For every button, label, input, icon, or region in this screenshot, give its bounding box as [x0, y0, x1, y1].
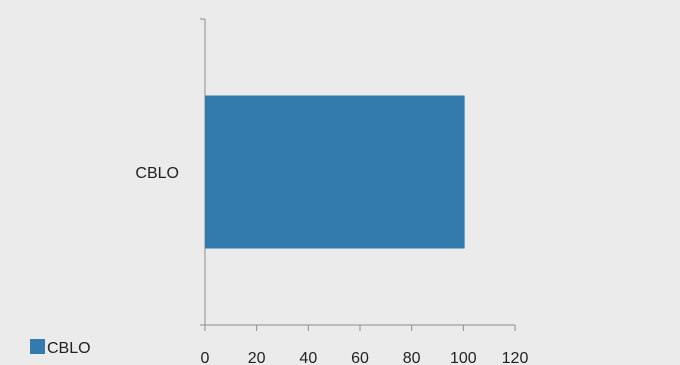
- x-tick-label: 60: [351, 350, 369, 365]
- bar: [205, 95, 465, 249]
- legend-label: CBLO: [47, 340, 91, 357]
- x-tick-label: 80: [403, 350, 421, 365]
- x-tick-label: 120: [502, 350, 529, 365]
- category-labels: CBLO: [135, 165, 179, 182]
- x-axis-ticks: 0 20 40 60 80 100 120: [201, 325, 529, 365]
- category-label: CBLO: [135, 165, 179, 182]
- x-tick-label: 40: [299, 350, 317, 365]
- bars: [205, 95, 465, 249]
- x-tick-label: 100: [450, 350, 477, 365]
- y-axis-ticks: [200, 18, 205, 326]
- x-tick-label: 0: [201, 350, 210, 365]
- x-tick-label: 20: [248, 350, 266, 365]
- legend-swatch: [30, 339, 45, 354]
- legend: CBLO: [30, 339, 91, 357]
